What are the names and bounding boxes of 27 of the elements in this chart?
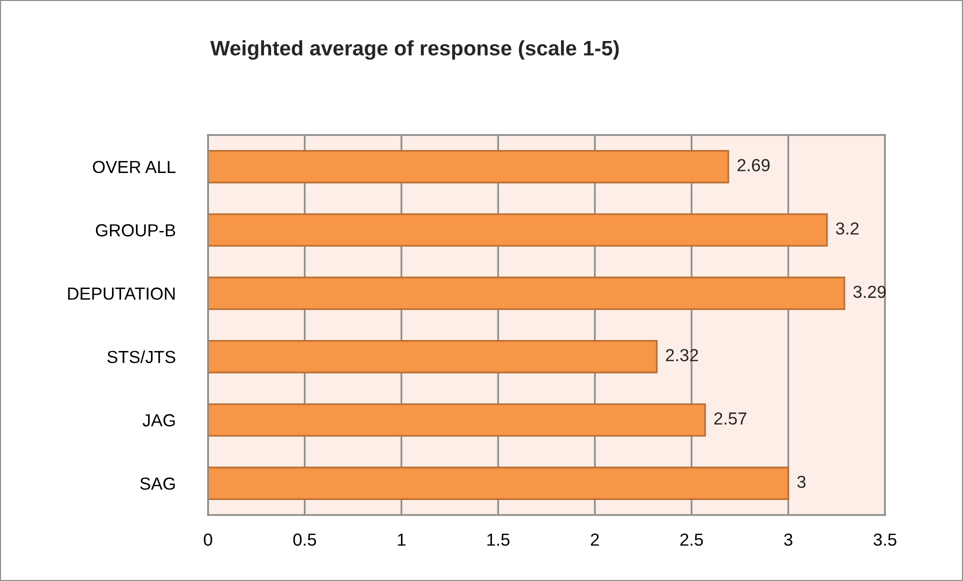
data-label: 2.57 — [714, 412, 746, 425]
x-tick-label: 1 — [398, 534, 406, 546]
bar — [208, 276, 846, 310]
x-tick-label: 0 — [204, 534, 212, 546]
bar — [208, 340, 658, 374]
chart-title: Weighted average of response (scale 1-5) — [210, 40, 619, 60]
data-label: 3.2 — [836, 222, 859, 235]
data-label: 3 — [797, 476, 806, 488]
bar — [208, 213, 828, 247]
data-label: 2.32 — [666, 349, 698, 362]
y-tick-label: SAG — [140, 478, 175, 490]
x-tick-label: 2.5 — [680, 534, 703, 546]
bar — [208, 403, 706, 437]
x-tick-label: 1.5 — [487, 534, 510, 546]
bar — [208, 150, 730, 184]
x-tick-label: 3.5 — [874, 534, 896, 546]
y-tick-label: DEPUTATION — [68, 288, 175, 300]
x-tick-label: 2 — [590, 534, 599, 546]
y-tick-label: OVER ALL — [92, 160, 176, 174]
data-label: 3.29 — [853, 286, 886, 298]
y-tick-label: STS/JTS — [107, 350, 176, 364]
data-label: 2.69 — [738, 159, 770, 172]
bar — [208, 466, 790, 500]
y-tick-label: JAG — [142, 414, 175, 426]
x-tick-label: 3 — [784, 534, 792, 546]
x-tick-label: 0.5 — [293, 534, 316, 546]
y-tick-label: GROUP-B — [96, 224, 176, 236]
